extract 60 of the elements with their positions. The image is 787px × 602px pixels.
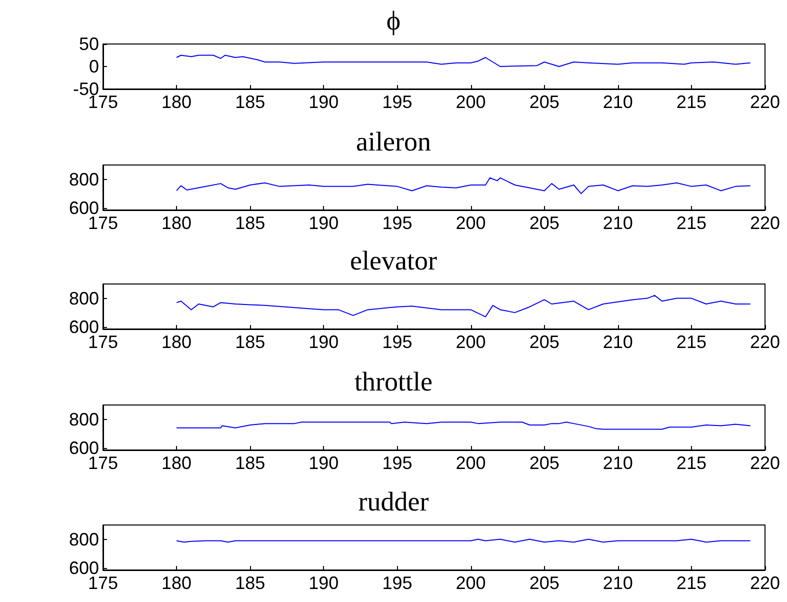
- x-tick-label: 215: [676, 92, 706, 112]
- x-tick-label: 210: [602, 92, 633, 112]
- x-tick-label: 185: [235, 213, 266, 233]
- x-tick-label: 185: [235, 332, 266, 352]
- x-tick-label: 220: [750, 332, 780, 352]
- x-tick-label: 190: [308, 332, 339, 352]
- x-tick-label: 220: [750, 213, 780, 233]
- x-tick-label: 220: [750, 573, 780, 593]
- x-tick-label: 200: [456, 213, 486, 233]
- x-tick-label: 200: [456, 573, 486, 593]
- x-tick-label: 215: [676, 332, 706, 352]
- x-tick-label: 195: [382, 213, 412, 233]
- x-tick-label: 200: [456, 92, 486, 112]
- y-tick-label: 800: [68, 169, 99, 190]
- x-tick-label: 210: [602, 573, 633, 593]
- y-tick-label: 800: [68, 288, 99, 308]
- chart-title: elevator: [350, 246, 437, 276]
- y-tick-label: 800: [68, 529, 99, 550]
- x-tick-label: 185: [235, 92, 266, 112]
- line-series: [176, 422, 751, 430]
- y-tick-label: 50: [78, 34, 99, 54]
- x-tick-label: 205: [529, 213, 560, 233]
- x-tick-label: 190: [308, 573, 339, 593]
- x-tick-label: 195: [382, 573, 412, 593]
- x-tick-label: 180: [162, 573, 192, 593]
- x-tick-label: 200: [456, 332, 486, 352]
- line-series: [176, 54, 751, 67]
- x-tick-label: 215: [676, 213, 706, 233]
- x-tick-label: 185: [235, 573, 266, 593]
- x-tick-label: 220: [750, 92, 780, 112]
- x-tick-label: 215: [676, 573, 706, 593]
- x-tick-label: 210: [602, 213, 633, 233]
- x-tick-label: 205: [529, 573, 560, 593]
- x-tick-label: 185: [235, 453, 266, 473]
- x-tick-label: 180: [162, 213, 192, 233]
- x-tick-label: 180: [162, 453, 192, 473]
- y-tick-label: 800: [68, 409, 99, 430]
- x-tick-label: 195: [382, 332, 412, 352]
- x-tick-label: 195: [382, 453, 412, 473]
- x-tick-label: 180: [162, 92, 192, 112]
- x-tick-label: 200: [456, 453, 486, 473]
- chart-title: ϕ: [386, 6, 401, 36]
- x-tick-label: 205: [529, 332, 560, 352]
- x-tick-label: 210: [602, 332, 633, 352]
- x-tick-label: 195: [382, 92, 412, 112]
- chart-title: throttle: [354, 366, 433, 396]
- x-tick-label: 180: [162, 332, 192, 352]
- x-tick-label: 190: [308, 453, 339, 473]
- x-tick-label: 190: [308, 92, 339, 112]
- y-tick-label: 0: [88, 56, 99, 76]
- x-tick-label: 205: [529, 453, 560, 473]
- chart-title: rudder: [358, 486, 429, 516]
- line-series: [176, 177, 751, 194]
- x-tick-label: 190: [308, 213, 339, 233]
- x-tick-label: 215: [676, 453, 706, 473]
- x-tick-label: 220: [750, 453, 780, 473]
- line-series: [176, 294, 751, 318]
- x-tick-label: 210: [602, 453, 633, 473]
- x-tick-label: 205: [529, 92, 560, 112]
- chart-title: aileron: [356, 126, 432, 156]
